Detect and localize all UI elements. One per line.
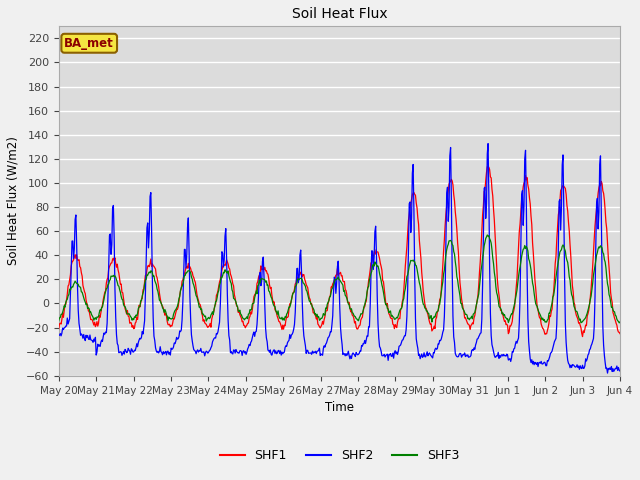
Y-axis label: Soil Heat Flux (W/m2): Soil Heat Flux (W/m2) — [7, 137, 20, 265]
X-axis label: Time: Time — [325, 401, 354, 414]
Legend: SHF1, SHF2, SHF3: SHF1, SHF2, SHF3 — [214, 444, 464, 468]
Text: BA_met: BA_met — [65, 37, 114, 50]
Title: Soil Heat Flux: Soil Heat Flux — [292, 7, 387, 21]
